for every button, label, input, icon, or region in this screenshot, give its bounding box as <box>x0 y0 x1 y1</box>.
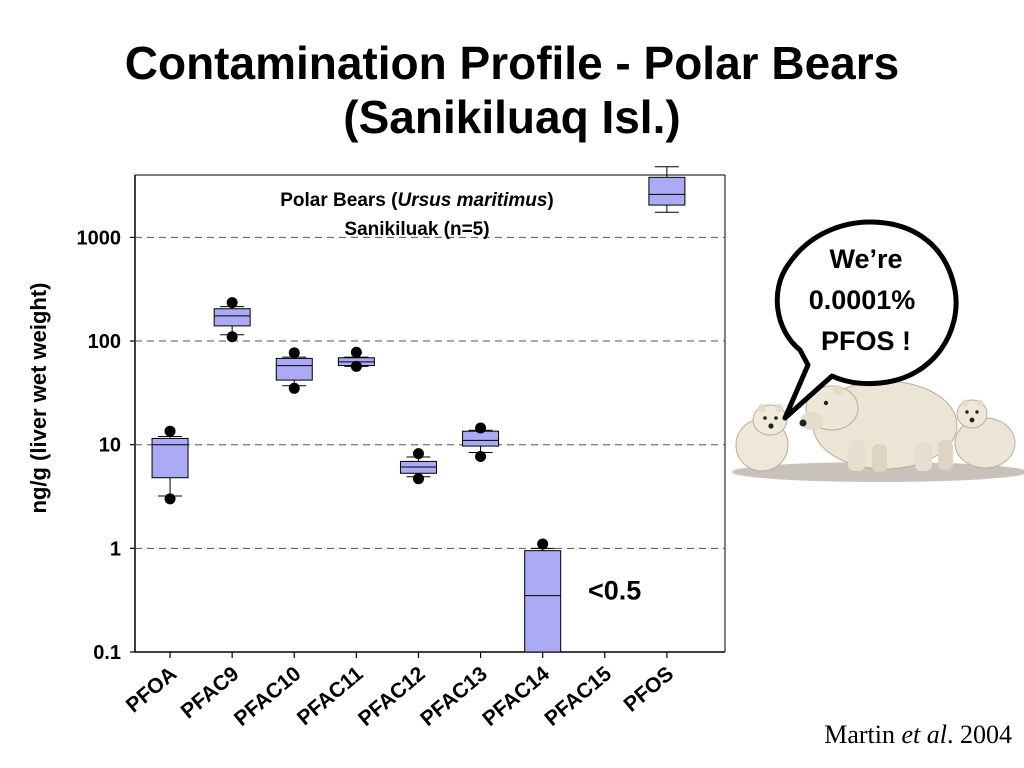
outlier-point <box>350 360 362 372</box>
outlier-point <box>412 448 424 460</box>
x-tick-label: PFAC15 <box>540 662 616 731</box>
x-tick-label: PFAC13 <box>416 662 492 731</box>
gridlines <box>135 236 725 549</box>
box-body <box>524 550 562 653</box>
adult-bear <box>799 380 958 472</box>
citation-author: Martin <box>824 720 902 749</box>
plot-frame <box>134 174 726 653</box>
callout-line3: PFOS ! <box>821 326 911 356</box>
outlier-point <box>288 382 300 394</box>
x-tick-label: PFAC14 <box>478 662 554 731</box>
outlier-point <box>164 493 176 505</box>
y-tick-labels: 0.1 1 10 100 1000 <box>77 227 135 664</box>
left-cub <box>735 404 789 472</box>
callout-line2: 0.0001% <box>809 285 916 315</box>
page-title-line1: Contamination Profile - Polar Bears <box>124 37 900 89</box>
annotation-less-than: <0.5 <box>588 576 641 606</box>
box-pfac10 <box>275 347 313 394</box>
box-pfac11 <box>337 346 375 372</box>
x-tick-label: PFOS <box>620 662 679 716</box>
outlier-point <box>475 450 487 462</box>
inner-label-suffix: ) <box>547 190 553 211</box>
inner-label-line2: Sanikiluak (n=5) <box>344 219 489 240</box>
polar-bears-photo <box>732 380 1024 482</box>
y-axis-label: ng/g (liver wet weight) <box>26 282 51 513</box>
box-pfac9 <box>213 297 251 343</box>
box-body <box>648 176 686 206</box>
y-tick-label: 100 <box>88 331 121 353</box>
x-tick-label: PFAC11 <box>293 662 368 730</box>
inner-label-species: Ursus maritimus <box>397 190 547 211</box>
outlier-point <box>412 473 424 485</box>
outlier-point <box>537 538 549 550</box>
citation-etal: et al <box>901 720 948 749</box>
callout-line1: We’re <box>829 244 902 274</box>
box-pfos <box>648 166 686 213</box>
outlier-point <box>226 331 238 343</box>
outlier-point <box>226 297 238 309</box>
box-pfac13 <box>462 422 500 462</box>
y-tick-label: 1 <box>110 538 121 560</box>
page-title-line2: (Sanikiluaq Isl.) <box>343 91 681 143</box>
right-cub <box>954 399 1016 469</box>
y-tick-label: 1000 <box>77 227 122 249</box>
citation: Martin et al. 2004 <box>824 720 1012 750</box>
box-body <box>275 357 313 381</box>
speech-bubble: We’re 0.0001% PFOS ! <box>774 219 959 421</box>
inner-label-prefix: Polar Bears ( <box>280 190 398 211</box>
x-tick-label: PFOA <box>122 662 181 717</box>
citation-year: . 2004 <box>947 720 1012 749</box>
speech-bubble-shape <box>774 219 959 421</box>
x-tick-label: PFAC10 <box>230 662 306 731</box>
y-tick-label: 10 <box>99 435 121 457</box>
box-pfac12 <box>399 448 437 485</box>
outlier-point <box>475 422 487 434</box>
box-pfac14 <box>524 538 562 653</box>
x-tick-label: PFAC12 <box>354 662 430 731</box>
outlier-point <box>350 346 362 358</box>
box-pfoa <box>151 425 189 505</box>
y-tick-label: 0.1 <box>93 642 121 664</box>
outlier-point <box>288 347 300 359</box>
page-title: Contamination Profile - Polar Bears (San… <box>0 36 1024 144</box>
box-body <box>213 308 251 327</box>
inner-label-line1: Polar Bears (Ursus maritimus) <box>280 190 554 211</box>
outlier-point <box>164 425 176 437</box>
boxes-group <box>151 166 686 653</box>
x-tick-labels: PFOAPFAC9PFAC10PFAC11PFAC12PFAC13PFAC14P… <box>122 652 678 731</box>
